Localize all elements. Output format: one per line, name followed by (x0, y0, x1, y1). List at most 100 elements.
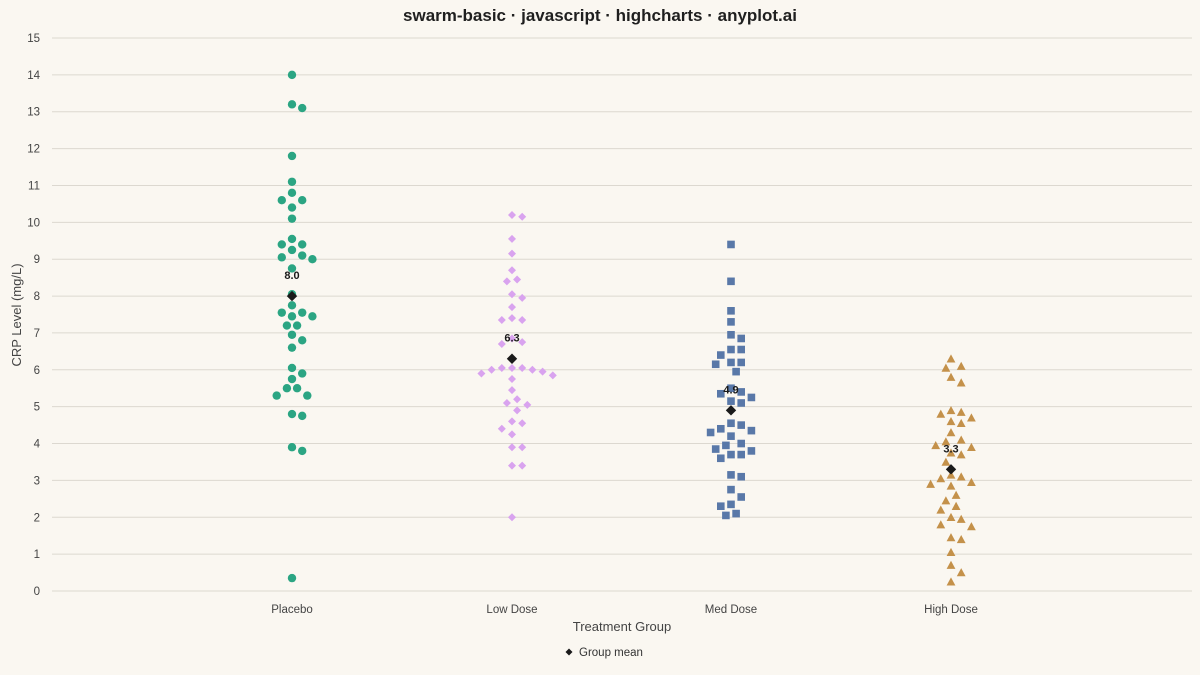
data-point-med-dose[interactable] (727, 471, 735, 479)
data-point-low-dose[interactable] (508, 234, 516, 243)
data-point-med-dose[interactable] (727, 384, 735, 393)
data-point-low-dose[interactable] (508, 443, 516, 452)
data-point-high-dose[interactable] (936, 520, 946, 529)
data-point-placebo[interactable] (287, 264, 297, 273)
data-point-high-dose[interactable] (956, 407, 966, 416)
data-point-med-dose[interactable] (737, 439, 745, 448)
data-point-placebo[interactable] (287, 177, 297, 186)
data-point-low-dose[interactable] (508, 266, 516, 275)
data-point-high-dose[interactable] (946, 560, 956, 569)
data-point-high-dose[interactable] (946, 417, 956, 426)
data-point-med-dose[interactable] (737, 493, 745, 501)
data-point-low-dose[interactable] (528, 365, 537, 374)
data-point-med-dose[interactable] (737, 388, 745, 396)
data-point-med-dose[interactable] (737, 358, 745, 367)
data-point-placebo[interactable] (287, 151, 297, 161)
data-point-med-dose[interactable] (722, 441, 730, 450)
data-point-low-dose[interactable] (502, 277, 511, 286)
data-point-med-dose[interactable] (732, 509, 740, 518)
data-point-placebo[interactable] (287, 203, 297, 212)
data-point-low-dose[interactable] (548, 371, 557, 380)
data-point-low-dose[interactable] (538, 367, 547, 376)
data-point-med-dose[interactable] (737, 450, 745, 459)
data-point-high-dose[interactable] (946, 533, 956, 542)
group-mean-marker[interactable] (725, 405, 737, 416)
data-point-high-dose[interactable] (956, 450, 966, 459)
data-point-high-dose[interactable] (967, 522, 976, 531)
data-point-high-dose[interactable] (946, 448, 956, 457)
data-point-med-dose[interactable] (727, 397, 735, 405)
data-point-low-dose[interactable] (518, 338, 527, 347)
data-point-high-dose[interactable] (967, 413, 976, 422)
data-point-placebo[interactable] (298, 446, 307, 456)
data-point-placebo[interactable] (298, 369, 307, 378)
data-point-med-dose[interactable] (727, 318, 735, 326)
data-point-low-dose[interactable] (518, 293, 527, 302)
data-point-high-dose[interactable] (956, 568, 966, 577)
data-point-med-dose[interactable] (737, 345, 745, 354)
data-point-low-dose[interactable] (523, 400, 532, 409)
data-point-low-dose[interactable] (513, 406, 522, 415)
data-point-high-dose[interactable] (931, 440, 941, 450)
data-point-placebo[interactable] (287, 363, 297, 373)
data-point-placebo[interactable] (287, 214, 297, 223)
data-point-high-dose[interactable] (936, 409, 946, 418)
group-mean-marker[interactable] (286, 290, 298, 302)
data-point-low-dose[interactable] (508, 303, 516, 312)
data-point-med-dose[interactable] (747, 426, 756, 435)
data-point-high-dose[interactable] (956, 534, 966, 544)
data-point-placebo[interactable] (298, 251, 307, 260)
data-point-placebo[interactable] (277, 253, 286, 262)
data-point-low-dose[interactable] (518, 419, 527, 428)
group-mean-marker[interactable] (945, 464, 957, 475)
data-point-low-dose[interactable] (497, 363, 506, 372)
data-point-placebo[interactable] (287, 443, 297, 452)
data-point-high-dose[interactable] (946, 512, 956, 522)
data-point-high-dose[interactable] (941, 363, 951, 372)
data-point-high-dose[interactable] (941, 457, 951, 466)
data-point-med-dose[interactable] (711, 445, 720, 453)
data-point-high-dose[interactable] (926, 479, 935, 488)
data-point-placebo[interactable] (287, 188, 297, 198)
data-point-low-dose[interactable] (497, 339, 506, 348)
data-point-low-dose[interactable] (508, 375, 516, 384)
data-point-med-dose[interactable] (727, 240, 735, 249)
data-point-placebo[interactable] (282, 384, 292, 393)
data-point-high-dose[interactable] (956, 514, 966, 523)
data-point-low-dose[interactable] (518, 461, 527, 470)
data-point-placebo[interactable] (287, 573, 297, 583)
data-point-high-dose[interactable] (941, 437, 951, 446)
data-point-placebo[interactable] (277, 240, 286, 249)
data-point-med-dose[interactable] (717, 424, 725, 433)
data-point-placebo[interactable] (287, 409, 297, 419)
data-point-med-dose[interactable] (747, 393, 756, 402)
data-point-med-dose[interactable] (717, 389, 725, 398)
data-point-placebo[interactable] (287, 70, 297, 80)
data-point-med-dose[interactable] (722, 511, 730, 520)
data-point-med-dose[interactable] (737, 421, 745, 429)
data-point-med-dose[interactable] (727, 500, 735, 509)
data-point-med-dose[interactable] (727, 330, 735, 339)
data-point-placebo[interactable] (287, 343, 297, 352)
data-point-high-dose[interactable] (946, 372, 956, 381)
data-point-low-dose[interactable] (502, 398, 511, 407)
data-point-med-dose[interactable] (727, 450, 735, 459)
data-point-placebo[interactable] (287, 374, 297, 384)
data-point-high-dose[interactable] (956, 378, 966, 387)
data-point-high-dose[interactable] (951, 490, 961, 499)
data-point-placebo[interactable] (298, 103, 307, 113)
data-point-placebo[interactable] (308, 255, 317, 264)
data-point-high-dose[interactable] (941, 496, 951, 505)
data-point-placebo[interactable] (298, 196, 307, 205)
data-point-high-dose[interactable] (946, 354, 956, 363)
data-point-placebo[interactable] (292, 384, 302, 393)
data-point-low-dose[interactable] (508, 386, 516, 395)
data-point-med-dose[interactable] (717, 351, 725, 359)
data-point-placebo[interactable] (292, 321, 302, 330)
data-point-high-dose[interactable] (946, 547, 956, 557)
data-point-high-dose[interactable] (956, 472, 966, 481)
data-point-low-dose[interactable] (497, 316, 506, 325)
data-point-med-dose[interactable] (711, 360, 720, 369)
data-point-placebo[interactable] (287, 234, 297, 244)
data-point-low-dose[interactable] (518, 363, 527, 372)
